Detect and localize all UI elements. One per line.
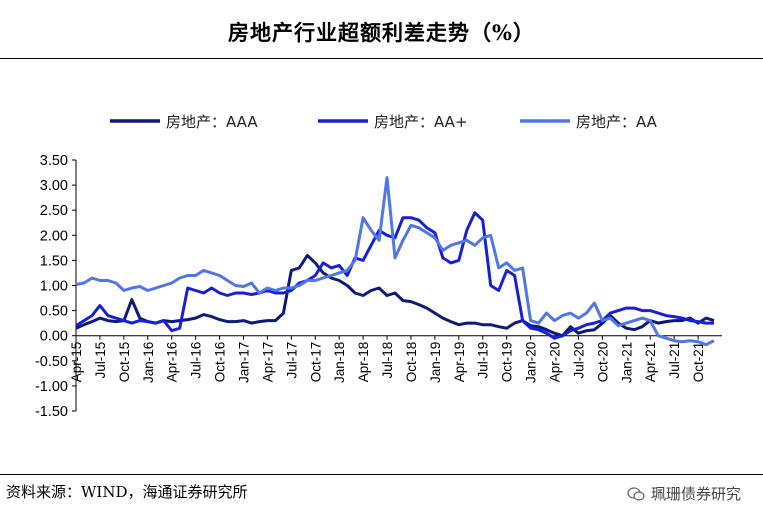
y-tick-label: 1.00 bbox=[40, 279, 68, 295]
y-tick-label: 3.50 bbox=[40, 153, 68, 169]
wechat-icon bbox=[627, 486, 645, 501]
y-tick-label: -1.50 bbox=[35, 404, 68, 420]
x-tick-label: Apr-15 bbox=[69, 342, 84, 383]
x-tick-label: Oct-19 bbox=[500, 342, 515, 383]
legend-label: 房地产：AAA bbox=[166, 113, 258, 131]
legend-label: 房地产：AA bbox=[576, 113, 658, 131]
footer-divider bbox=[0, 474, 763, 475]
watermark: 珮珊债券研究 bbox=[627, 483, 741, 504]
x-tick-label: Oct-20 bbox=[595, 342, 610, 383]
x-axis: Apr-15 Jul-15 Oct-15 Jan-16 Apr-16 Jul-16 Oct-… bbox=[69, 335, 722, 383]
y-tick-label: 2.50 bbox=[40, 203, 68, 219]
x-tick-label: Jan-17 bbox=[236, 342, 251, 383]
x-tick-label: Apr-20 bbox=[548, 342, 563, 383]
x-tick-label: Oct-18 bbox=[404, 342, 419, 383]
x-tick-label: Jul-18 bbox=[380, 342, 395, 379]
y-tick-label: 0.00 bbox=[40, 329, 68, 345]
series-line-3 bbox=[75, 176, 715, 347]
y-tick-label: -0.50 bbox=[35, 354, 68, 370]
chart-title: 房地产行业超额利差走势（%） bbox=[228, 20, 535, 45]
series-group bbox=[75, 176, 715, 347]
x-tick-label: Jul-15 bbox=[93, 342, 108, 379]
y-tick-label: 1.50 bbox=[40, 253, 68, 269]
x-tick-label: Jul-21 bbox=[667, 342, 682, 379]
watermark-text: 珮珊债券研究 bbox=[650, 485, 741, 503]
x-tick-label: Jul-20 bbox=[571, 342, 586, 379]
x-tick-label: Oct-15 bbox=[117, 342, 132, 383]
x-tick-label: Jul-19 bbox=[476, 342, 491, 379]
x-tick-label: Apr-17 bbox=[260, 342, 275, 383]
chart: 房地产：AAA 房地产：AA+ 房地产：AA 3.50 3.00 2.50 2.00 1.5… bbox=[35, 113, 722, 420]
x-tick-label: Jan-19 bbox=[428, 342, 443, 383]
legend-label: 房地产：AA+ bbox=[374, 113, 468, 131]
x-tick-label: Apr-19 bbox=[452, 342, 467, 383]
x-tick-label: Jul-16 bbox=[189, 342, 204, 379]
legend: 房地产：AAA 房地产：AA+ 房地产：AA bbox=[110, 113, 658, 131]
x-tick-label: Oct-17 bbox=[308, 342, 323, 383]
x-tick-label: Apr-18 bbox=[356, 342, 371, 383]
y-tick-label: 3.00 bbox=[40, 178, 68, 194]
x-tick-label: Jan-21 bbox=[619, 342, 634, 383]
y-axis: 3.50 3.00 2.50 2.00 1.50 1.00 0.50 0.00 -0.50 -1.… bbox=[35, 153, 77, 420]
y-tick-label: 0.50 bbox=[40, 304, 68, 320]
x-tick-label: Apr-21 bbox=[643, 342, 658, 383]
x-tick-label: Jan-20 bbox=[524, 342, 539, 383]
source-note: 资料来源：WIND，海通证券研究所 bbox=[6, 483, 248, 501]
series-line-2 bbox=[75, 211, 714, 340]
y-tick-label: 2.00 bbox=[40, 228, 68, 244]
x-tick-label: Jan-16 bbox=[141, 342, 156, 383]
y-tick-label: -1.00 bbox=[35, 379, 68, 395]
x-tick-label: Apr-16 bbox=[165, 342, 180, 383]
x-tick-label: Oct-16 bbox=[213, 342, 228, 383]
title-bar: 房地产行业超额利差走势（%） bbox=[0, 0, 763, 59]
x-tick-label: Oct-21 bbox=[691, 342, 706, 383]
x-tick-label: Jan-18 bbox=[332, 342, 347, 383]
x-tick-label: Jul-17 bbox=[284, 342, 299, 379]
